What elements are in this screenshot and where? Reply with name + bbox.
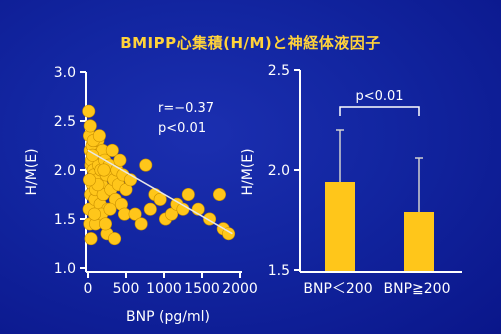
scatter-x-tick-label: 0	[84, 281, 93, 297]
scatter-point	[113, 153, 127, 167]
scatter-point	[83, 173, 97, 187]
bar-y-axis-label: H/M(E)	[240, 148, 256, 195]
scatter-point	[92, 129, 106, 143]
scatter-point	[139, 158, 153, 172]
bar-y-tick-label: 2.5	[268, 63, 290, 79]
scatter-x-tick-label: 2000	[222, 281, 258, 297]
slide-title: BMIPP心集積(H/M)と神経体液因子	[120, 34, 381, 52]
scatter-y-axis-label: H/M(E)	[24, 148, 40, 195]
scatter-point	[222, 227, 236, 241]
scatter-point	[83, 119, 97, 133]
scatter-x-axis-label: BNP (pg/ml)	[126, 309, 210, 325]
significance-label: p<0.01	[355, 89, 403, 104]
bar-category-label: BNP≧200	[384, 281, 451, 297]
scatter-point	[87, 207, 101, 221]
scatter-point	[98, 217, 112, 231]
scatter-point	[84, 232, 98, 246]
scatter-x-tick-label: 1000	[146, 281, 182, 297]
bar-chart: 1.5 2.0 2.5 BNP＜200 BNP≧200 H/M(E) p<0.01	[240, 63, 462, 297]
bar	[325, 182, 355, 271]
scatter-chart: 1.01.52.02.53.0 0 500 1000 1500 2000 H/M(E) …	[24, 65, 258, 325]
scatter-point	[82, 104, 96, 118]
scatter-x-tick-label: 500	[113, 281, 140, 297]
scatter-y-tick-label: 1.5	[54, 212, 76, 228]
scatter-y-tick-label: 3.0	[54, 65, 76, 81]
scatter-point	[134, 217, 148, 231]
bar-y-tick-label: 1.5	[268, 263, 290, 279]
scatter-x-tick-label: 1500	[184, 281, 220, 297]
scatter-y-tick-label: 1.0	[54, 261, 76, 277]
bar	[404, 212, 434, 271]
scatter-point	[212, 188, 226, 202]
scatter-point	[105, 143, 119, 157]
scatter-point	[153, 192, 167, 206]
scatter-point	[128, 207, 142, 221]
correlation-p: p<0.01	[158, 121, 206, 136]
scatter-point	[143, 202, 157, 216]
trend-line	[87, 149, 233, 235]
bar-y-tick-label: 2.0	[268, 163, 290, 179]
scatter-y-tick-label: 2.0	[54, 163, 76, 179]
correlation-r: r=−0.37	[158, 101, 214, 116]
scatter-point	[108, 232, 122, 246]
scatter-point	[86, 148, 100, 162]
scatter-point	[103, 202, 117, 216]
scatter-point	[97, 163, 111, 177]
scatter-y-tick-label: 2.5	[54, 114, 76, 130]
significance-bracket	[339, 106, 420, 116]
bar-category-label: BNP＜200	[303, 281, 372, 297]
scatter-point	[181, 188, 195, 202]
